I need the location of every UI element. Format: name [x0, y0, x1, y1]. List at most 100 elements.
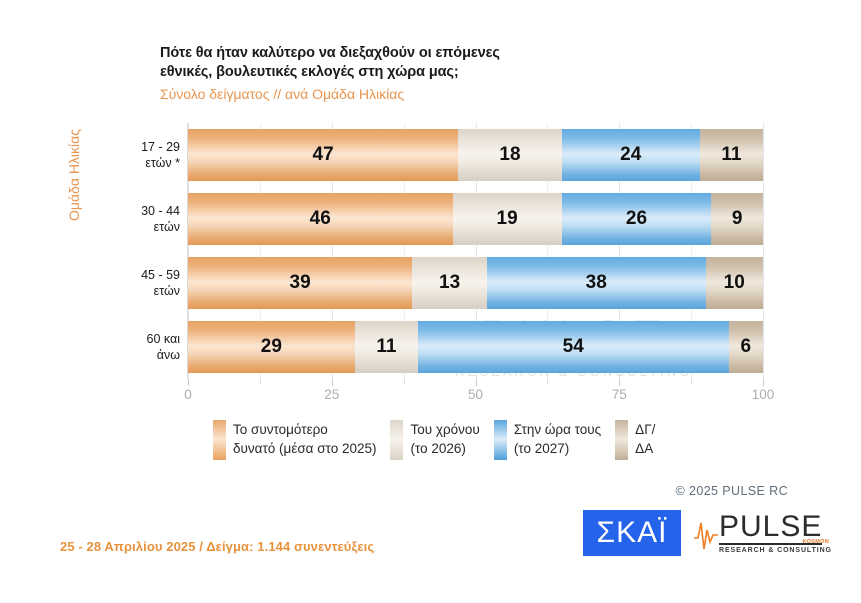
- bar-segment[interactable]: 6: [728, 321, 763, 373]
- x-tick-minor: [259, 379, 261, 384]
- legend-label-line-2: (το 2027): [513, 441, 570, 456]
- bar-segment[interactable]: 24: [561, 129, 700, 181]
- legend-swatch-icon: [213, 420, 226, 460]
- bar-segment[interactable]: 46: [188, 193, 453, 245]
- bar-segment[interactable]: 10: [705, 257, 763, 309]
- y-axis-tick-labels: 17 - 29 ετών * 30 - 44 ετών 45 - 59 ετών…: [86, 123, 180, 379]
- y-axis-line: [187, 123, 188, 379]
- y-tick-label-line-2: άνω: [156, 348, 180, 362]
- pulse-wordmark: PULSE: [719, 510, 823, 545]
- bar-segment[interactable]: 13: [412, 257, 487, 309]
- chart-header: Πότε θα ήταν καλύτερο να διεξαχθούν οι ε…: [160, 44, 760, 105]
- bar-segment[interactable]: 9: [711, 193, 763, 245]
- legend-item[interactable]: Του χρόνου (το 2026): [390, 420, 480, 460]
- bar-value-label: 11: [721, 144, 742, 165]
- x-tick-label: 100: [751, 387, 775, 402]
- legend-swatch-icon: [615, 420, 629, 460]
- skai-logo: ΣΚΑΪ: [583, 510, 681, 556]
- y-tick-label: 60 και άνω: [86, 321, 180, 373]
- bar-value-label: 24: [620, 144, 642, 165]
- x-tick-label: 50: [467, 387, 484, 402]
- legend-label-line-1: Του χρόνου: [410, 422, 480, 437]
- bar-segment[interactable]: 11: [699, 129, 763, 181]
- bar-value-label: 6: [740, 336, 752, 357]
- x-tick-minor: [691, 379, 693, 384]
- gridline-major: [475, 123, 477, 379]
- pulse-tagline: RESEARCH & CONSULTING: [719, 547, 832, 554]
- y-tick-label: 17 - 29 ετών *: [86, 129, 180, 181]
- bar-segment[interactable]: 11: [354, 321, 418, 373]
- x-tick-label: 75: [611, 387, 627, 402]
- bar-value-label: 13: [439, 272, 461, 293]
- legend-item[interactable]: Το συντομότερο δυνατό (μέσα στο 2025): [213, 420, 376, 460]
- bar-segment[interactable]: 26: [561, 193, 712, 245]
- legend-item[interactable]: ΔΓ/ ΔΑ: [615, 420, 655, 460]
- page-title-line-2: εθνικές, βουλευτικές εκλογές στη χώρα μα…: [160, 64, 459, 80]
- pulse-wave-icon: [694, 522, 718, 550]
- chart-legend: Το συντομότερο δυνατό (μέσα στο 2025) Το…: [213, 420, 669, 460]
- x-tick-label: 0: [184, 387, 192, 402]
- bar-segment[interactable]: 47: [188, 129, 459, 181]
- legend-label: Στην ώρα τους (το 2027): [514, 420, 601, 458]
- bar-value-label: 38: [585, 272, 607, 293]
- bar-value-label: 47: [312, 144, 334, 165]
- legend-item[interactable]: Στην ώρα τους (το 2027): [493, 420, 601, 460]
- stacked-bar-row: 46 19 26 9: [188, 193, 763, 245]
- y-tick-label-line-2: ετών: [153, 220, 180, 234]
- bar-segment[interactable]: 29: [188, 321, 355, 373]
- bar-segment[interactable]: 18: [458, 129, 562, 181]
- stacked-bar-row: 39 13 38 10: [188, 257, 763, 309]
- x-tick-minor: [547, 379, 549, 384]
- gridline-major: [619, 123, 621, 379]
- gridline-minor: [691, 123, 693, 379]
- gridline-major: [188, 123, 189, 379]
- page-title-line-1: Πότε θα ήταν καλύτερο να διεξαχθούν οι ε…: [160, 45, 500, 61]
- bar-value-label: 11: [376, 336, 397, 357]
- y-axis-title: Ομάδα Ηλικίας: [66, 129, 82, 221]
- legend-label: Του χρόνου (το 2026): [410, 420, 479, 458]
- bar-segment[interactable]: 54: [418, 321, 729, 373]
- y-tick-label-line-1: 17 - 29: [141, 140, 180, 154]
- legend-label-line-1: ΔΓ/: [635, 422, 656, 437]
- stacked-bar-rows: 47 18 24 11 46 19 26 9 39 13 38 10 29 11 54 6: [188, 123, 763, 379]
- bar-value-label: 46: [309, 208, 331, 229]
- bar-value-label: 9: [731, 208, 743, 229]
- gridline-major: [331, 123, 333, 379]
- chart-subtitle: Σύνολο δείγματος // ανά Ομάδα Ηλικίας: [160, 86, 405, 102]
- logo-bar: ΣΚΑΪ PULSE KOSMON RESEARCH & CONSULTING: [583, 510, 833, 556]
- gridline-major: [763, 123, 764, 379]
- bar-value-label: 29: [260, 336, 282, 357]
- legend-label: Το συντομότερο δυνατό (μέσα στο 2025): [233, 420, 376, 458]
- y-tick-label-line-1: 30 - 44: [141, 204, 180, 218]
- bar-value-label: 18: [499, 144, 521, 165]
- bar-value-label: 26: [625, 208, 648, 229]
- y-tick-label-line-1: 45 - 59: [141, 268, 180, 282]
- legend-label-line-2: δυνατό (μέσα στο 2025): [233, 441, 377, 456]
- x-tick-major: [188, 379, 189, 386]
- legend-label-line-1: Το συντομότερο: [233, 422, 328, 437]
- y-tick-label-line-2: ετών *: [145, 156, 180, 170]
- legend-label: ΔΓ/ ΔΑ: [635, 420, 655, 458]
- fieldwork-note: 25 - 28 Απριλίου 2025 / Δείγμα: 1.144 συ…: [60, 539, 375, 554]
- y-tick-label-line-1: 60 και: [146, 332, 180, 346]
- y-tick-label: 30 - 44 ετών: [86, 193, 180, 245]
- bar-segment[interactable]: 39: [188, 257, 413, 309]
- y-tick-label-line-2: ετών: [153, 284, 180, 298]
- gridline-minor: [259, 123, 261, 379]
- pulse-kosmon-label: KOSMON: [802, 539, 829, 545]
- bar-value-label: 54: [562, 336, 584, 357]
- stacked-bar-row: 47 18 24 11: [188, 129, 763, 181]
- stacked-bar-row: 29 11 54 6: [188, 321, 763, 373]
- gridline-minor: [547, 123, 549, 379]
- bar-segment[interactable]: 38: [487, 257, 706, 309]
- bar-value-label: 19: [496, 208, 518, 229]
- bar-segment[interactable]: 19: [452, 193, 562, 245]
- x-tick-major: [619, 379, 621, 386]
- legend-label-line-1: Στην ώρα τους: [513, 422, 602, 437]
- legend-swatch-icon: [390, 420, 404, 460]
- chart-plot-area: ⋀⋁⋀ PULSE RESEARCH & CONSULTING 47182411…: [187, 123, 764, 379]
- legend-label-line-2: ΔΑ: [635, 441, 654, 456]
- x-tick-major: [331, 379, 333, 386]
- copyright-notice: © 2025 PULSE RC: [675, 484, 788, 498]
- x-tick-major: [475, 379, 477, 386]
